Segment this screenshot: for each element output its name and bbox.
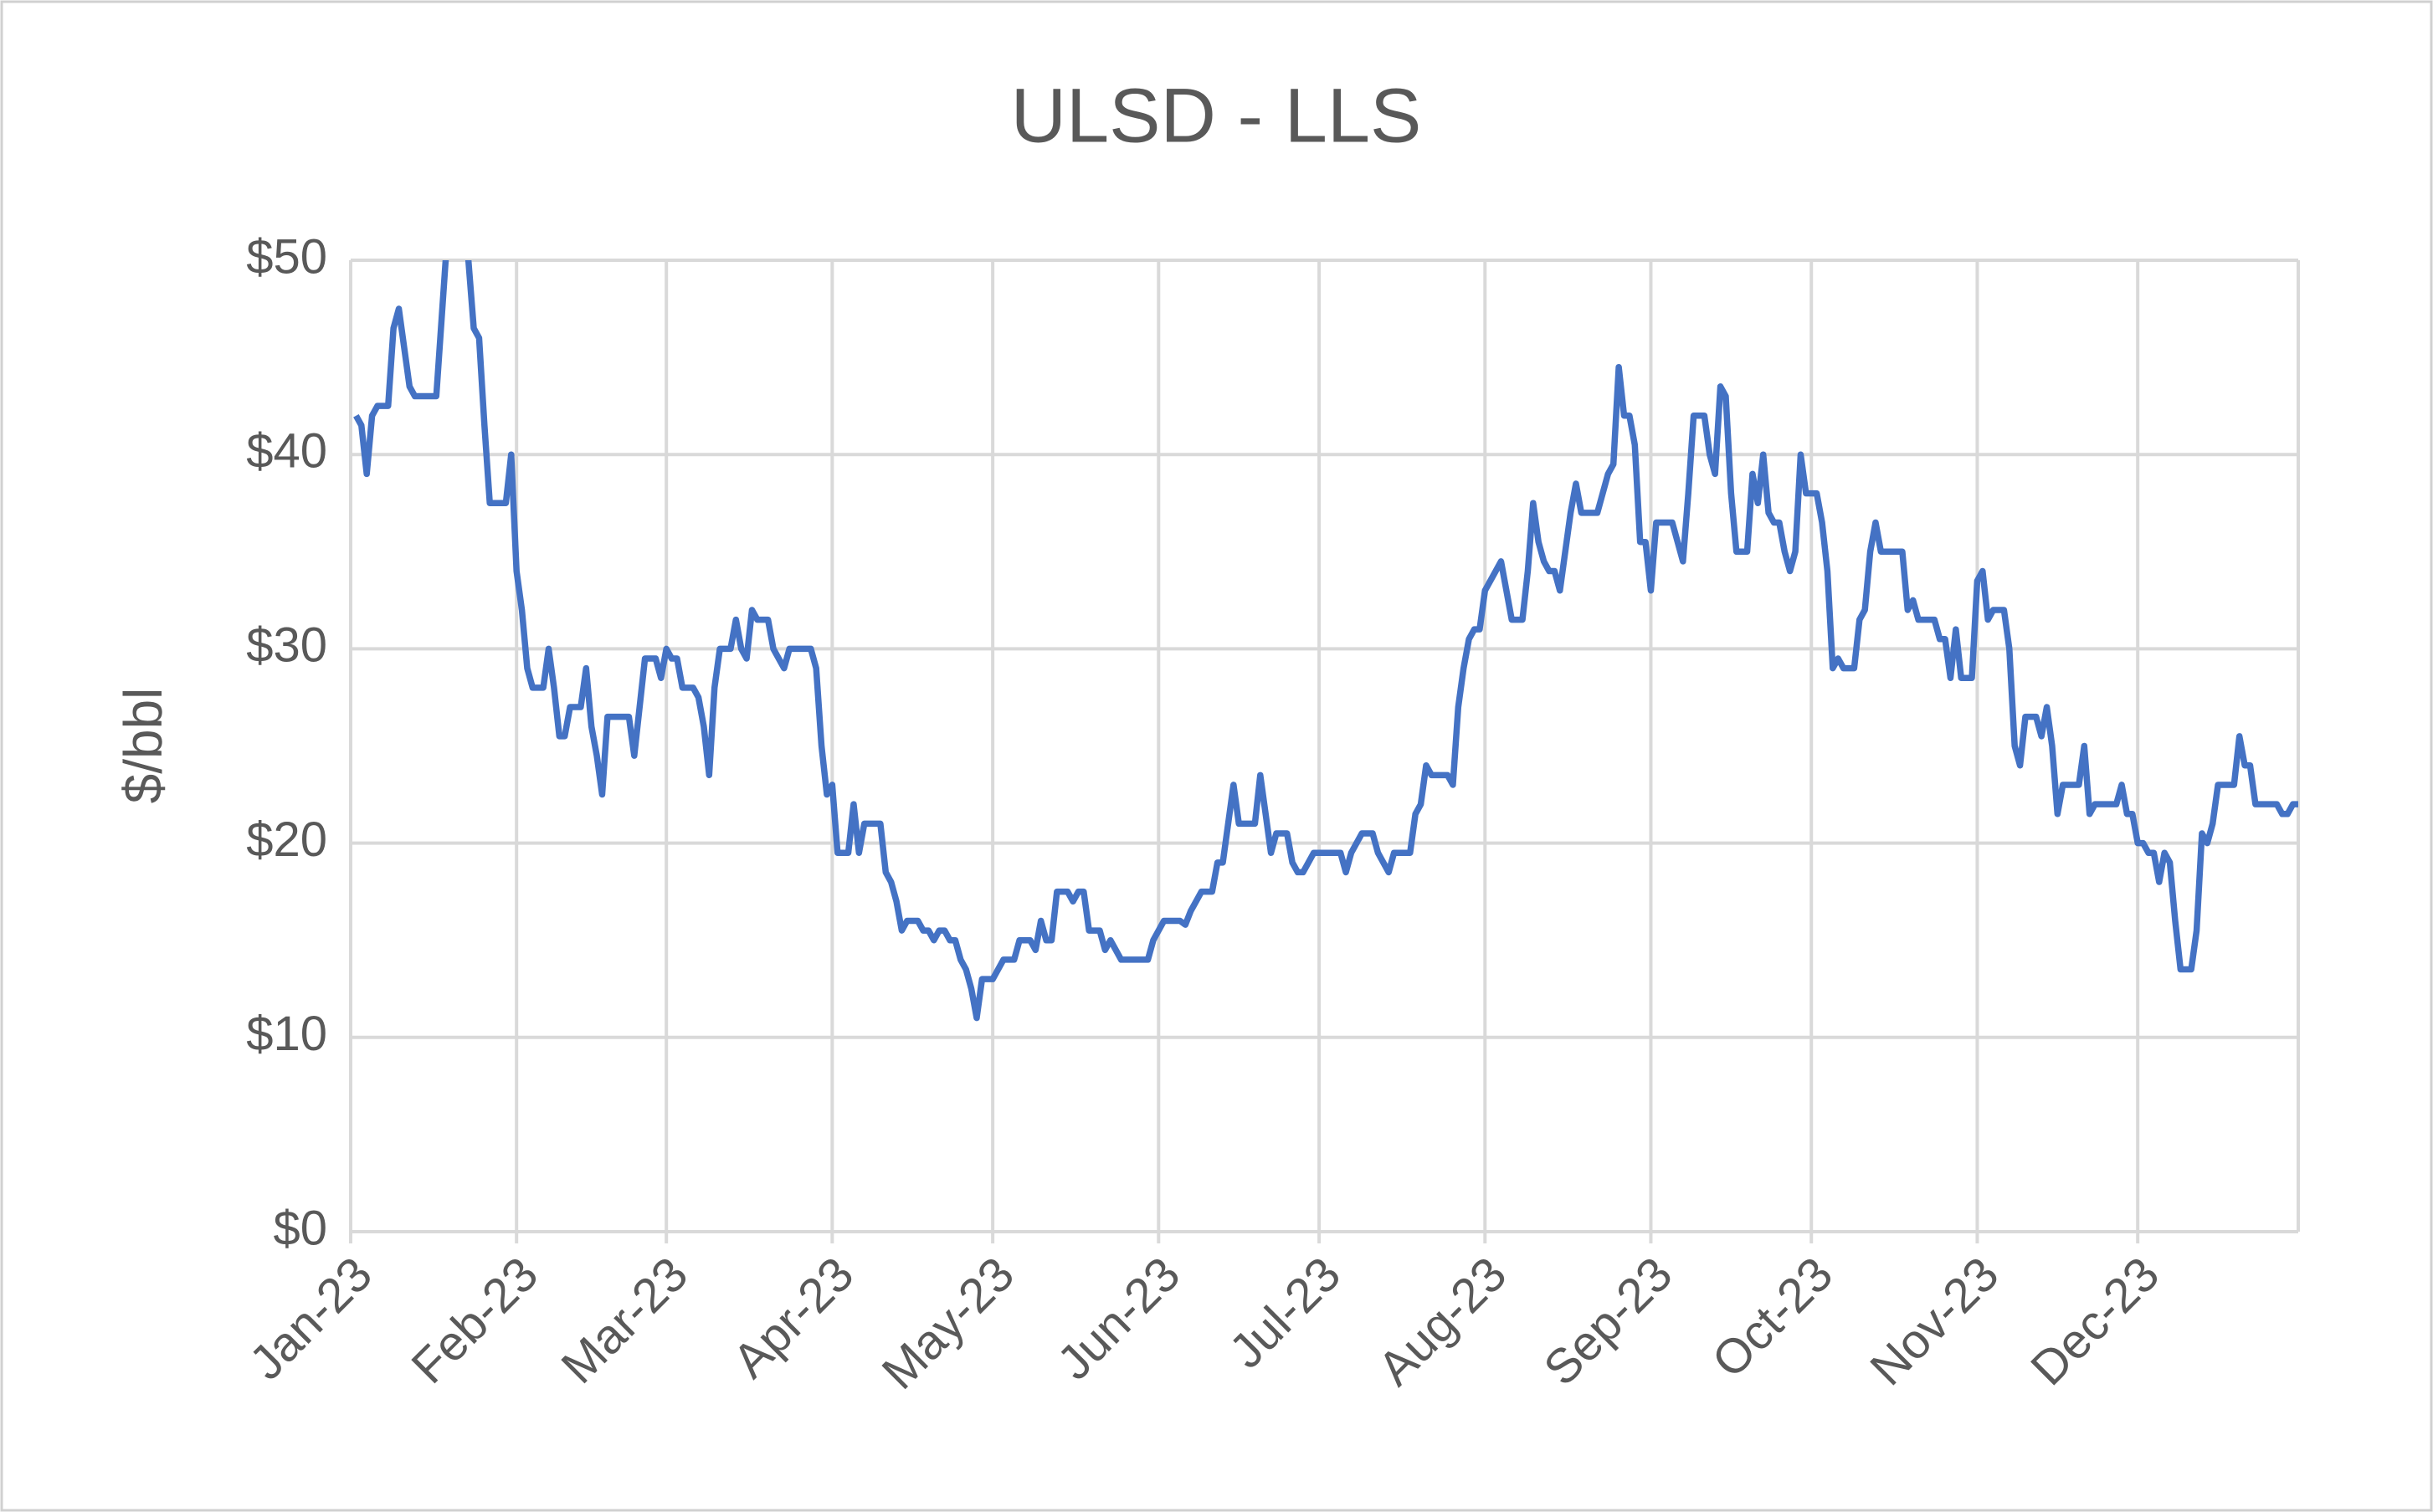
y-tick-label: $30	[246, 618, 327, 673]
y-tick-label: $10	[246, 1007, 327, 1061]
y-tick-label: $20	[246, 812, 327, 867]
chart-title: ULSD - LLS	[1011, 73, 1422, 158]
grid	[349, 259, 2298, 1243]
y-tick-label: $40	[246, 424, 327, 479]
y-tick-label: $50	[246, 229, 327, 284]
y-tick-label: $0	[273, 1201, 327, 1255]
y-axis-label: $/bbl	[113, 688, 173, 804]
data-line	[353, 260, 2298, 1022]
marks	[353, 260, 2298, 1022]
